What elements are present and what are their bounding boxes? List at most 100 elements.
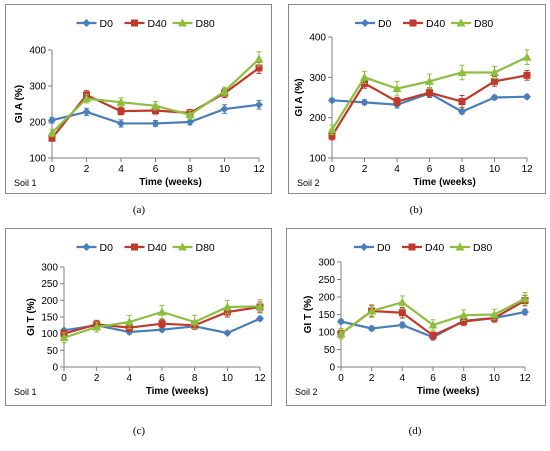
legend-label-c-d0: D0: [100, 242, 114, 254]
data-point-d-d40-3: [429, 332, 437, 339]
x-axis-label-c: Time (weeks): [146, 386, 209, 397]
legend-marker-b-d40: [409, 19, 417, 27]
data-point-b-d0-5: [490, 93, 499, 102]
x-tick-label-c-0: 0: [61, 373, 67, 384]
y-tick-label-a-0: 100: [29, 154, 46, 165]
data-point-c-d80-5: [222, 302, 232, 311]
chart-panel-a: 100 200 300 400 0 2 4 6 8 10 12 Time (weeks) GI A (%…: [5, 4, 272, 194]
legend-marker-a-d40: [131, 19, 138, 27]
legend-marker-b-d80: [456, 18, 466, 27]
data-point-d-d0-1: [367, 324, 376, 333]
legend-label-b-d40: D40: [426, 18, 445, 30]
chart-panel-c: 0 50 100 150 200 250 300 0 2 4 6 8 10 12 Time (weeks) G…: [5, 228, 272, 406]
data-point-b-d0-0: [328, 96, 336, 105]
data-point-d-d40-4: [460, 318, 468, 325]
x-tick-label-c-1: 2: [94, 373, 100, 384]
caption-a: (a): [132, 204, 146, 216]
data-point-a-d0-2: [117, 119, 125, 128]
data-point-b-d0-6: [523, 92, 531, 101]
x-tick-label-d-1: 2: [369, 373, 375, 384]
y-tick-label-d-6: 300: [318, 258, 335, 269]
data-point-d-d80-6: [520, 294, 530, 303]
data-point-d-d80-3: [428, 320, 438, 329]
chart-svg-d: 0 50 100 150 200 250 300 0 2 4 6 8 10 12 Time (weeks) G…: [295, 242, 531, 397]
chart-svg-b: 100 200 300 400 0 2 4 6 8 10 12 Time (weeks) GI A (%…: [294, 18, 533, 188]
data-point-c-d80-6: [255, 301, 265, 310]
x-tick-label-d-0: 0: [338, 373, 344, 384]
legend-label-a-d40: D40: [148, 18, 167, 30]
y-tick-label-b-2: 300: [309, 73, 326, 84]
data-point-d-d80-2: [397, 297, 407, 306]
data-point-b-d80-2: [392, 84, 402, 93]
series-a-d80: [47, 51, 264, 137]
y-tick-label-c-1: 50: [47, 346, 59, 357]
data-point-a-d0-0: [48, 116, 56, 125]
chart-svg-a: 100 200 300 400 0 2 4 6 8 10 12 Time (weeks) GI A (%…: [14, 18, 265, 188]
x-tick-label-b-6: 12: [521, 164, 533, 175]
y-tick-label-c-3: 150: [41, 313, 58, 324]
data-point-b-d80-4: [457, 67, 467, 76]
legend-label-b-d80: D80: [474, 18, 493, 30]
legend-marker-a-d0: [82, 19, 91, 27]
data-point-d-d0-2: [398, 321, 407, 329]
legend-label-a-d80: D80: [196, 18, 215, 30]
x-tick-label-d-3: 6: [430, 373, 436, 384]
x-tick-label-d-5: 10: [489, 373, 501, 384]
data-point-c-d0-5: [223, 329, 232, 337]
y-tick-label-d-3: 150: [318, 310, 335, 321]
data-point-a-d80-4: [185, 110, 195, 119]
legend-marker-c-d40: [131, 243, 138, 251]
x-tick-label-b-0: 0: [329, 164, 335, 175]
legend-marker-d-d80: [455, 242, 465, 251]
legend-marker-c-d80: [178, 242, 187, 251]
data-point-b-d40-4: [458, 98, 466, 106]
data-point-d-d80-4: [459, 310, 469, 319]
y-tick-label-c-5: 250: [41, 279, 58, 290]
data-point-b-d0-1: [360, 98, 369, 107]
data-point-b-d0-4: [458, 107, 466, 116]
x-tick-label-a-5: 10: [219, 164, 231, 175]
y-tick-label-a-3: 400: [29, 46, 46, 57]
data-point-a-d0-5: [220, 105, 229, 114]
data-point-c-d80-0: [59, 333, 69, 342]
x-axis-label-a: Time (weeks): [139, 177, 202, 188]
x-tick-label-b-3: 6: [427, 164, 433, 175]
legend-label-d-d0: D0: [377, 242, 391, 254]
y-tick-label-c-0: 0: [52, 363, 58, 374]
caption-b: (b): [409, 204, 423, 216]
x-tick-label-a-6: 12: [253, 164, 265, 175]
x-axis-label-d: Time (weeks): [417, 386, 480, 397]
x-tick-label-a-2: 4: [118, 164, 124, 175]
y-tick-label-d-1: 50: [324, 345, 336, 356]
y-axis-label-d: GI T (%): [303, 296, 314, 334]
y-tick-label-d-0: 0: [329, 363, 335, 374]
data-point-c-d80-4: [190, 317, 200, 326]
legend-marker-a-d80: [178, 18, 187, 27]
x-tick-label-c-3: 6: [159, 373, 165, 384]
x-tick-label-d-6: 12: [519, 373, 531, 384]
legend-label-d-d40: D40: [425, 242, 444, 254]
data-point-d-d80-5: [489, 310, 499, 318]
data-point-a-d80-0: [47, 128, 57, 137]
x-tick-label-d-2: 4: [400, 373, 406, 384]
data-point-d-d80-0: [336, 329, 346, 338]
data-point-a-d80-6: [254, 54, 264, 63]
legend-label-d-d80: D80: [473, 242, 492, 254]
caption-c: (c): [132, 425, 146, 437]
x-tick-label-c-5: 10: [222, 373, 234, 384]
data-point-c-d40-3: [158, 320, 166, 328]
y-axis-label-c: GI T (%): [26, 298, 37, 336]
y-tick-label-d-5: 250: [318, 275, 335, 286]
caption-d: (d): [408, 425, 422, 437]
data-point-a-d40-6: [255, 64, 263, 72]
legend-marker-d-d40: [408, 243, 416, 251]
data-point-b-d80-3: [425, 76, 434, 85]
data-point-b-d40-2: [393, 98, 401, 106]
legend-marker-b-d0: [361, 19, 369, 27]
x-tick-label-b-1: 2: [362, 164, 368, 175]
data-point-c-d80-3: [157, 307, 167, 316]
x-tick-label-a-4: 8: [187, 164, 193, 175]
data-point-b-d40-6: [523, 71, 531, 79]
y-tick-label-c-2: 100: [41, 329, 58, 340]
data-point-d-d0-0: [337, 317, 345, 326]
